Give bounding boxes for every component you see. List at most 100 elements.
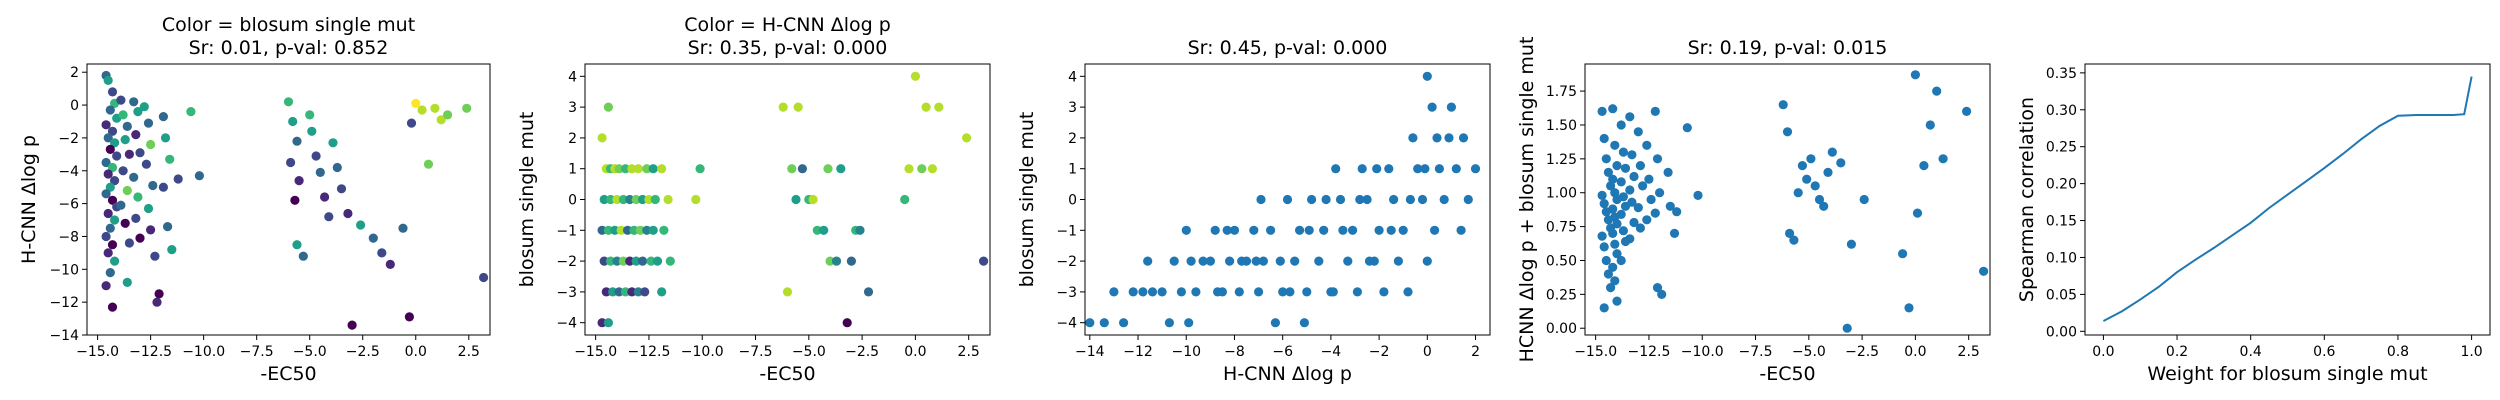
scatter-point-46 [1389,194,1399,205]
scatter-point-49 [1403,287,1413,297]
scatter-point-90 [377,248,387,258]
scatter-point-41 [620,287,631,297]
scatter-point-96 [1859,194,1869,205]
x-tick-label: −10 [1171,344,1201,360]
x-tick-label: −2.5 [1845,344,1879,360]
scatter-point-15 [1606,283,1616,293]
chart-title-line: Color = blosum single mut [162,14,415,36]
x-tick-label: 0.4 [2240,344,2262,360]
scatter-point-10 [648,164,658,174]
scatter-point-40 [1357,164,1367,174]
scatter-point-23 [1608,204,1618,214]
scatter-point-84 [1222,225,1232,235]
scatter-point-26 [635,225,646,235]
scatter-point-51 [1638,181,1648,191]
scatter-point-53 [695,164,705,174]
x-tick-label: −2 [1369,344,1390,360]
y-tick-label: 2 [568,131,577,147]
scatter-point-23 [105,223,115,233]
scatter-point-41 [122,277,132,287]
scatter-point-46 [129,172,139,182]
x-tick-label: 0.0 [405,344,427,360]
scatter-point-98 [436,115,446,125]
x-axis-label: -EC50 [759,363,815,385]
chart-title-line: Sr: 0.45, p-val: 0.000 [1188,37,1388,59]
scatter-point-76 [1802,174,1812,184]
scatter-point-83 [1458,133,1469,143]
x-tick-label: −12.5 [1627,344,1670,360]
scatter-point-19 [1612,161,1622,171]
scatter-point-1 [597,133,607,143]
chart-title-line: Color = H-CNN Δlog p [684,14,891,36]
y-tick-label: 1.75 [1546,84,1577,100]
scatter-point-19 [1234,287,1244,297]
scatter-point-6 [1597,190,1607,200]
chart-panel-2: −15.0 −12.5 −10.0 −7.5 −5.0 −2.5 0.0 2.5 4 3 2 1 0 −1… [516,14,991,385]
scatter-point-56 [782,287,793,297]
x-tick-label: 0.2 [2166,344,2188,360]
scatter-point-60 [797,164,808,174]
x-tick-label: −12 [1123,344,1153,360]
scatter-point-35 [1616,177,1626,187]
scatter-point-77 [305,110,315,120]
scatter-point-12 [606,194,616,205]
scatter-point-68 [1682,123,1692,133]
scatter-point-16 [1599,303,1609,313]
scatter-point-24 [1266,225,1276,235]
scatter-point-11 [1186,256,1196,266]
scatter-point-91 [1925,120,1935,130]
y-tick-label: 0.25 [2046,140,2077,156]
scatter-point-1 [1099,318,1109,328]
scatter-point-39 [1618,226,1628,236]
scatter-point-81 [863,287,874,297]
scatter-point-80 [1420,164,1430,174]
scatter-point-57 [150,251,160,261]
x-tick-label: −14 [1075,344,1105,360]
scatter-point-97 [430,103,440,113]
y-tick-label: −3 [1056,285,1077,301]
scatter-point-17 [1608,104,1618,114]
scatter-point-79 [1405,194,1415,205]
scatter-point-25 [1612,219,1622,229]
scatter-point-70 [1778,100,1788,110]
x-axis-label: H-CNN Δlog p [1223,363,1352,385]
y-tick-label: −14 [49,328,79,344]
scatter-point-37 [1343,256,1353,266]
scatter-point-52 [657,287,667,297]
scatter-point-64 [1085,318,1095,328]
scatter-point-59 [791,194,801,205]
scatter-point-19 [107,195,118,205]
scatter-point-55 [1427,102,1437,112]
scatter-point-20 [1608,174,1618,184]
scatter-point-72 [904,164,914,174]
scatter-point-14 [1603,269,1613,279]
scatter-point-44 [1629,171,1639,182]
scatter-point-25 [629,225,639,235]
scatter-point-50 [1408,133,1418,143]
chart-panel-5: 0.0 0.2 0.4 0.6 0.8 1.0 0.00 0.05 0.10 0.15 0.20 0.… [2016,63,2491,385]
y-tick-label: 0 [568,193,577,209]
scatter-point-75 [921,102,931,112]
scatter-point-66 [1669,228,1680,238]
scatter-point-48 [657,164,667,174]
scatter-point-5 [1147,287,1158,297]
x-tick-label: 2.5 [958,344,980,360]
scatter-point-68 [1213,287,1223,297]
scatter-point-7 [1599,199,1609,209]
x-tick-label: −8 [1224,344,1245,360]
scatter-point-42 [627,287,637,297]
scatter-point-13 [101,157,111,168]
x-tick-label: 0.0 [1904,344,1926,360]
scatter-point-9 [1176,287,1186,297]
x-tick-label: 0.6 [2313,344,2335,360]
x-tick-label: −7.5 [1739,344,1773,360]
scatter-point-85 [1846,239,1856,249]
scatter-point-69 [846,256,857,266]
scatter-point-74 [1793,188,1803,198]
scatter-point-62 [1652,283,1663,293]
scatter-point-52 [1417,194,1428,205]
scatter-point-47 [133,192,143,202]
y-tick-label: 2 [1068,131,1077,147]
scatter-point-74 [1321,194,1331,205]
scatter-point-66 [173,174,183,184]
